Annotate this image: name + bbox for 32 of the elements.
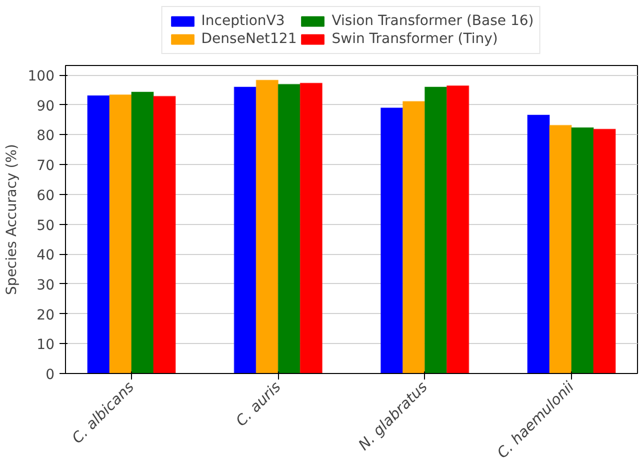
bar	[446, 85, 470, 374]
y-tick-label: 10	[36, 337, 55, 354]
y-tick-label: 70	[36, 158, 55, 174]
bar	[109, 94, 132, 374]
bar	[131, 92, 154, 374]
y-tick-label: 0	[46, 367, 55, 383]
y-tick-label: 100	[28, 68, 55, 85]
bar	[527, 114, 550, 374]
bar	[87, 95, 110, 374]
bar	[593, 128, 616, 374]
y-tick-label: 90	[36, 98, 55, 114]
y-axis-title: Species Accuracy (%)	[4, 144, 20, 295]
legend-label: Swin Transformer (Tiny)	[332, 31, 498, 47]
bar	[300, 82, 323, 374]
bar	[153, 96, 176, 374]
bar	[571, 127, 594, 374]
bar	[278, 84, 301, 374]
legend-label: InceptionV3	[201, 13, 285, 29]
bar	[380, 107, 404, 374]
y-tick-label: 30	[36, 277, 55, 294]
y-tick-label: 40	[36, 248, 55, 264]
y-tick-label: 20	[36, 307, 55, 324]
y-tick-label: 80	[36, 128, 55, 144]
bar	[256, 80, 279, 374]
legend-label: Vision Transformer (Base 16)	[332, 13, 534, 29]
bar	[234, 86, 257, 374]
legend-label: DenseNet121	[201, 31, 297, 47]
bar	[402, 100, 426, 374]
y-tick-label: 60	[36, 188, 55, 204]
y-tick-label: 50	[36, 218, 55, 234]
bar	[424, 86, 448, 374]
bar	[549, 124, 572, 374]
